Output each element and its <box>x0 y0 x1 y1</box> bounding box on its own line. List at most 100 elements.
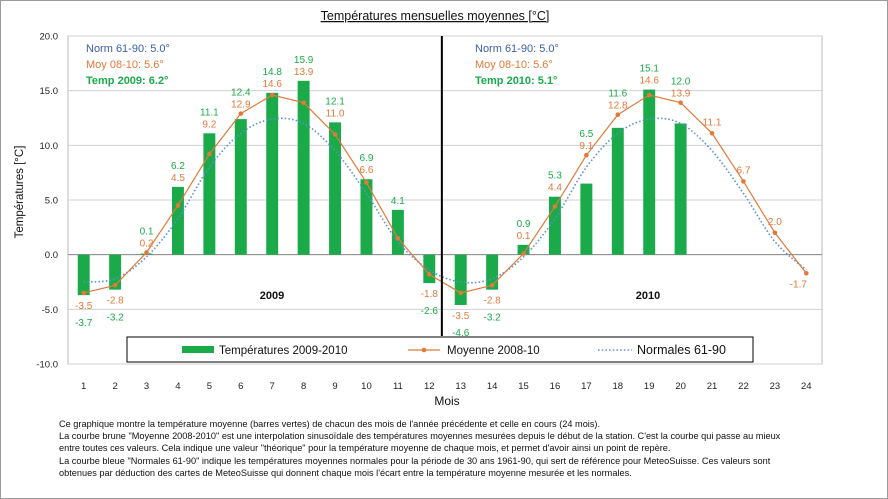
bar-value-label: -3.2 <box>107 313 125 324</box>
x-tick-label: 1 <box>81 381 86 392</box>
moyenne-point <box>364 180 369 185</box>
caption-line: entre toutes ces valeurs. Cela indique u… <box>59 443 671 454</box>
x-tick-label: 18 <box>613 381 624 392</box>
moyenne-value-label: 4.4 <box>548 183 562 194</box>
bar-value-label: 5.3 <box>548 171 562 182</box>
x-tick-label: 8 <box>301 381 306 392</box>
temperature-bar <box>171 186 184 255</box>
moyenne-point <box>238 111 244 116</box>
moyenne-point <box>144 250 149 255</box>
moyenne-point <box>709 131 715 136</box>
bar-value-label: 12.0 <box>671 77 691 88</box>
temperature-bar <box>109 254 122 290</box>
temperature-bar <box>329 122 342 255</box>
temperature-bar <box>297 80 310 255</box>
temperature-bar <box>611 127 624 255</box>
caption-line: La courbe bleue "Normales 61-90" indique… <box>59 455 771 466</box>
year-label-2009: 2009 <box>260 290 284 302</box>
moyenne-value-label: -3.5 <box>452 311 470 322</box>
x-tick-label: 24 <box>801 381 812 392</box>
moyenne-point <box>175 203 181 208</box>
temperature-bar <box>643 89 656 255</box>
bar-value-label: -3.7 <box>75 318 93 329</box>
bar-value-label: -4.6 <box>452 328 470 339</box>
bar-value-label: 4.1 <box>391 196 405 207</box>
temperature-bar <box>77 254 90 296</box>
moyenne-point <box>489 282 495 288</box>
temperature-bar <box>674 123 687 255</box>
x-tick-label: 19 <box>644 381 655 392</box>
temperature-bar <box>548 196 561 255</box>
moyenne-point <box>458 290 464 296</box>
moyenne-point <box>584 152 589 158</box>
moy-08-10-text: Moy 08-10: 5.6° <box>475 59 553 71</box>
moyenne-value-label: 9.1 <box>579 141 593 152</box>
x-tick-label: 6 <box>238 381 243 392</box>
chart-caption: Ce graphique montre la température moyen… <box>59 418 879 479</box>
bar-value-label: 12.4 <box>231 88 251 99</box>
bar-value-label: 6.2 <box>171 161 185 172</box>
y-tick-label: 0.0 <box>45 250 58 261</box>
x-tick-label: 22 <box>738 381 749 392</box>
y-tick-label: 10.0 <box>40 141 59 152</box>
bar-value-label: 11.1 <box>200 107 219 118</box>
moyenne-value-label: 13.9 <box>671 89 691 100</box>
chart-title: Températures mensuelles moyennes [°C] <box>321 9 550 23</box>
moyenne-point <box>615 112 621 118</box>
bar-value-label: -2.6 <box>421 306 439 317</box>
moyenne-point <box>81 290 87 296</box>
y-tick-label: 20.0 <box>40 32 59 43</box>
moyenne-value-label: 12.8 <box>608 101 628 112</box>
x-tick-label: 4 <box>175 381 180 392</box>
moyenne-point <box>112 282 118 288</box>
caption-line: obtenues par déduction des cartes de Met… <box>59 467 632 478</box>
legend-label-temperatures: Températures 2009-2010 <box>219 345 348 357</box>
moyenne-point <box>552 204 558 209</box>
moyenne-value-label: 11.1 <box>703 117 722 128</box>
temperature-bar <box>580 183 593 255</box>
bar-value-label: 15.1 <box>639 64 659 75</box>
temperature-bar <box>454 254 467 305</box>
legend-bar-swatch <box>182 346 214 353</box>
normales-line <box>83 117 807 284</box>
x-tick-label: 7 <box>270 381 275 392</box>
moyenne-line <box>83 94 807 294</box>
bar-value-label: 14.8 <box>262 67 282 78</box>
moyenne-value-label: 2.0 <box>768 217 782 228</box>
x-tick-label: 21 <box>707 381 718 392</box>
moyenne-value-label: 0.1 <box>517 231 531 242</box>
x-tick-label: 20 <box>675 381 686 392</box>
x-tick-label: 23 <box>770 381 781 392</box>
moyenne-value-label: 14.6 <box>639 76 659 87</box>
moyenne-point <box>332 132 338 137</box>
moyenne-point <box>803 270 809 276</box>
y-axis-label: Températures [°C] <box>14 146 26 239</box>
moyenne-value-label: 12.9 <box>231 100 251 111</box>
legend-label-normales: Normales 61-90 <box>637 343 726 357</box>
moyenne-value-label: 9.2 <box>202 119 216 130</box>
moyenne-value-label: 13.9 <box>294 67 314 78</box>
bar-value-label: 6.5 <box>579 129 593 140</box>
moyenne-value-label: 14.6 <box>262 79 282 90</box>
bar-value-label: 12.1 <box>325 96 345 107</box>
x-tick-label: 2 <box>112 381 117 392</box>
y-tick-label: 5.0 <box>45 196 58 207</box>
temperature-bar <box>486 254 499 290</box>
x-tick-label: 16 <box>550 381 561 392</box>
moyenne-value-label: 11.0 <box>326 108 345 119</box>
moyenne-point <box>646 92 652 98</box>
moyenne-value-label: -2.8 <box>484 296 502 307</box>
bar-value-label: 15.9 <box>294 55 314 66</box>
moyenne-value-label: -2.8 <box>107 296 125 307</box>
moyenne-point <box>741 179 746 184</box>
temperature-bar <box>423 254 436 284</box>
temp-year-text: Temp 2009: 6.2° <box>86 75 168 87</box>
moyenne-point <box>301 100 306 105</box>
moyenne-point <box>207 151 212 157</box>
x-tick-label: 5 <box>207 381 212 392</box>
x-tick-label: 9 <box>332 381 337 392</box>
moyenne-value-label: -1.7 <box>790 279 808 290</box>
y-tick-label: -10.0 <box>36 360 58 371</box>
moyenne-point <box>426 272 432 277</box>
